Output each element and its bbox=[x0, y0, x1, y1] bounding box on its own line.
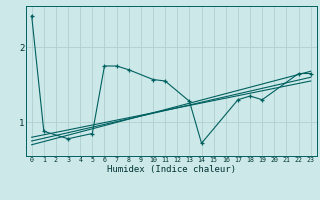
X-axis label: Humidex (Indice chaleur): Humidex (Indice chaleur) bbox=[107, 165, 236, 174]
